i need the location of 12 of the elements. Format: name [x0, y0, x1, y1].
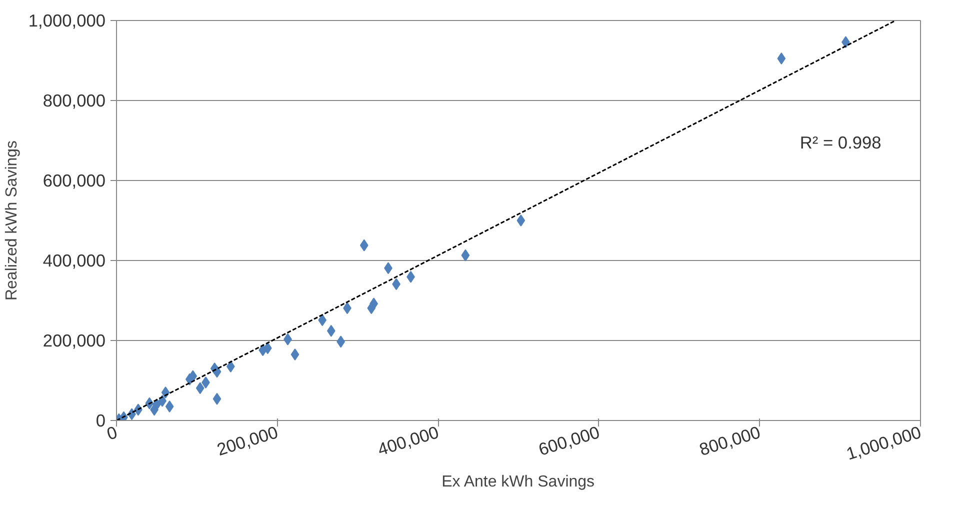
y-axis-title: Realized kWh Savings [3, 140, 20, 301]
y-tick-label: 800,000 [42, 90, 106, 110]
y-tick-label: 400,000 [42, 250, 106, 270]
x-axis-title: Ex Ante kWh Savings [442, 474, 595, 491]
y-tick-label: 600,000 [42, 170, 106, 190]
y-tick-label: 1,000,000 [28, 10, 106, 30]
x-tick-label: 400,000 [375, 422, 442, 460]
x-tick-label: 600,000 [536, 422, 602, 460]
y-tick-label: 200,000 [42, 330, 106, 350]
x-tick-label: 200,000 [214, 422, 280, 460]
x-tick-label: 800,000 [696, 422, 763, 460]
annotation: R² = 0.998 [800, 132, 882, 152]
